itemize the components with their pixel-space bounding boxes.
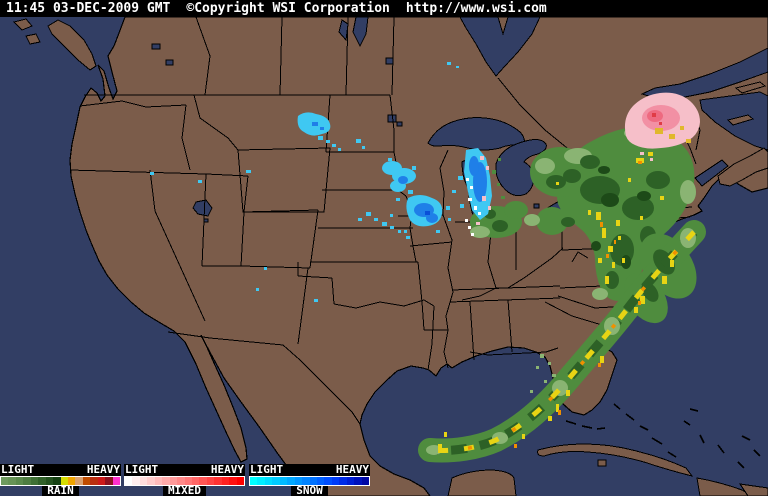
snow-gradient-bar — [249, 476, 370, 486]
mixed-gradient-bar — [124, 476, 245, 486]
rain-label: RAIN — [42, 485, 79, 496]
snow-light-label: LIGHT — [250, 463, 284, 476]
snow-label: SNOW — [291, 485, 328, 496]
mixed-heavy-label: HEAVY — [210, 463, 244, 476]
header-url: http://www.wsi.com — [405, 1, 547, 16]
header-timestamp: 11:45 03-DEC-2009 GMT — [6, 1, 171, 16]
rain-heavy-label: HEAVY — [86, 463, 120, 476]
rain-gradient-bar — [0, 476, 121, 486]
legend-panel-mixed: LIGHT HEAVY MIXED — [124, 464, 245, 496]
weather-radar-map — [13, 17, 768, 496]
mixed-label: MIXED — [162, 485, 207, 496]
legend-panel-rain: LIGHT HEAVY RAIN — [0, 464, 121, 496]
landmass — [13, 17, 768, 496]
mixed-light-label: LIGHT — [125, 463, 159, 476]
legend-panel-snow: LIGHT HEAVY SNOW — [249, 464, 370, 496]
rain-light-label: LIGHT — [1, 463, 35, 476]
rain-overlay — [465, 126, 696, 302]
header-copyright: ©Copyright WSI Corporation — [186, 1, 390, 16]
atlantic-rain-band — [418, 220, 706, 463]
snow-heavy-label: HEAVY — [335, 463, 369, 476]
snow-overlay — [150, 62, 492, 302]
islands — [447, 403, 768, 496]
mixed-overlay — [624, 92, 700, 161]
header-bar: 11:45 03-DEC-2009 GMT ©Copyright WSI Cor… — [0, 0, 768, 17]
